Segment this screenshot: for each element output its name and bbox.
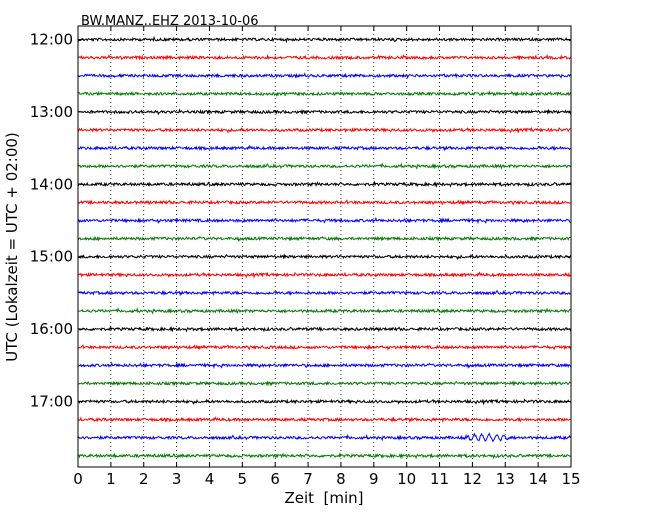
x-tick-label: 15: [561, 470, 580, 488]
trace-1200: [77, 35, 572, 44]
seismogram-traces: [77, 35, 572, 460]
trace-1630: [77, 361, 572, 370]
x-tick-label: 10: [397, 470, 416, 488]
x-tick-label: 2: [139, 470, 149, 488]
y-tick-label: 16:00: [30, 320, 73, 338]
trace-1615: [77, 344, 572, 351]
trace-1515: [77, 271, 572, 279]
y-tick-label: 13:00: [30, 103, 73, 121]
trace-1645: [77, 380, 572, 387]
trace-1745: [77, 451, 572, 460]
chart-title: BW.MANZ..EHZ 2013-10-06: [81, 14, 259, 29]
trace-1500: [77, 253, 572, 261]
x-tick-label: 7: [303, 470, 313, 488]
trace-1700: [77, 398, 572, 406]
x-axis: 0 1 2 3 4 5 6 7 8 9 10 11 12 13 14 15: [73, 26, 581, 488]
x-tick-label: 0: [73, 470, 83, 488]
y-tick-label: 12:00: [30, 31, 73, 49]
y-tick-label: 14:00: [30, 175, 73, 193]
plot-frame: [77, 25, 572, 468]
x-tick-label: 5: [238, 470, 248, 488]
x-tick-label: 13: [496, 470, 515, 488]
y-tick-label: 15:00: [30, 248, 73, 266]
x-tick-label: 8: [336, 470, 346, 488]
trace-1300: [77, 108, 572, 116]
x-tick-label: 12: [463, 470, 482, 488]
y-axis-title: UTC (Lokalzeit = UTC + 02:00): [3, 132, 21, 362]
x-tick-label: 1: [106, 470, 116, 488]
trace-1215: [77, 53, 572, 61]
trace-1730: [77, 432, 572, 443]
trace-1400: [77, 180, 572, 188]
trace-1715: [77, 416, 572, 424]
trace-1330: [77, 144, 572, 152]
trace-1430: [77, 216, 572, 225]
trace-1245: [77, 90, 572, 97]
trace-1315: [77, 126, 572, 135]
x-tick-label: 6: [270, 470, 280, 488]
y-axis: 12:00 13:00 14:00 15:00 16:00 17:00: [30, 31, 571, 411]
trace-1415: [77, 199, 572, 206]
y-tick-label: 17:00: [30, 393, 73, 411]
trace-1600: [77, 325, 572, 333]
trace-1230: [77, 72, 572, 80]
trace-1545: [77, 307, 572, 315]
x-tick-label: 9: [369, 470, 379, 488]
x-axis-title: Zeit [min]: [284, 489, 363, 507]
x-tick-label: 3: [172, 470, 182, 488]
x-tick-label: 11: [430, 470, 449, 488]
x-tick-label: 14: [529, 470, 548, 488]
x-tick-label: 4: [205, 470, 215, 488]
trace-1530: [77, 289, 572, 297]
trace-1345: [77, 162, 572, 170]
trace-1445: [77, 235, 572, 243]
grid-lines: [110, 26, 539, 467]
